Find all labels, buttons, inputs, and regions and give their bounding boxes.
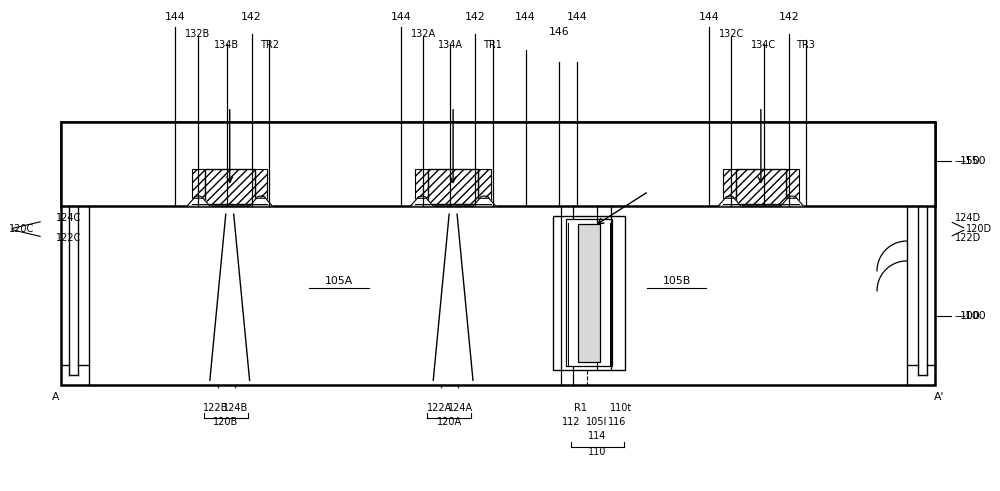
Text: 116: 116: [608, 417, 626, 427]
Text: 124D: 124D: [954, 213, 981, 223]
Bar: [723, 169, 736, 204]
Text: —150: —150: [954, 157, 986, 166]
Bar: [578, 224, 600, 362]
Text: 144: 144: [699, 12, 720, 22]
Bar: [566, 219, 612, 366]
Text: 142: 142: [465, 12, 485, 22]
Text: 120C: 120C: [9, 224, 35, 234]
Text: 105B: 105B: [662, 276, 691, 286]
Text: A: A: [52, 392, 60, 402]
Bar: [415, 169, 428, 204]
Text: 144: 144: [515, 12, 536, 22]
Text: 124B: 124B: [223, 403, 248, 413]
Text: 144: 144: [391, 12, 412, 22]
Text: 120D: 120D: [966, 224, 993, 234]
Bar: [61, 122, 935, 385]
Text: R1: R1: [574, 403, 587, 413]
Bar: [255, 169, 267, 204]
Text: 105I: 105I: [586, 417, 608, 427]
Polygon shape: [410, 198, 433, 206]
Polygon shape: [473, 198, 496, 206]
Text: 146: 146: [549, 27, 570, 37]
Text: A': A': [934, 392, 945, 402]
Bar: [553, 216, 625, 370]
Polygon shape: [781, 198, 804, 206]
Text: 122B: 122B: [203, 403, 229, 413]
Text: 144: 144: [165, 12, 185, 22]
Bar: [428, 169, 478, 204]
Bar: [61, 122, 935, 206]
Text: 122D: 122D: [954, 233, 981, 243]
Text: 110: 110: [588, 447, 606, 457]
Text: TR2: TR2: [260, 40, 279, 50]
Text: 144: 144: [567, 12, 588, 22]
Polygon shape: [249, 198, 273, 206]
Text: 110t: 110t: [610, 403, 632, 413]
Text: 132B: 132B: [185, 29, 211, 39]
Text: 132C: 132C: [718, 29, 744, 39]
Text: 100: 100: [959, 311, 980, 321]
Text: 105A: 105A: [325, 276, 353, 286]
Polygon shape: [187, 198, 210, 206]
Text: —100: —100: [954, 311, 986, 321]
Text: 122A: 122A: [427, 403, 452, 413]
Text: 120A: 120A: [437, 417, 462, 427]
Text: 114: 114: [588, 431, 606, 441]
Text: 122C: 122C: [56, 233, 81, 243]
Text: TR1: TR1: [483, 40, 502, 50]
Bar: [736, 169, 786, 204]
Bar: [192, 169, 205, 204]
Text: 134C: 134C: [751, 40, 776, 50]
Bar: [478, 169, 491, 204]
Text: 132A: 132A: [411, 29, 436, 39]
Polygon shape: [718, 198, 741, 206]
Text: 134B: 134B: [214, 40, 239, 50]
Bar: [786, 169, 799, 204]
Text: 112: 112: [562, 417, 581, 427]
Text: 124A: 124A: [447, 403, 473, 413]
Text: TR3: TR3: [796, 40, 815, 50]
Text: 120B: 120B: [213, 417, 238, 427]
Text: 142: 142: [241, 12, 262, 22]
Bar: [205, 169, 255, 204]
Text: 134A: 134A: [438, 40, 463, 50]
Text: 142: 142: [778, 12, 799, 22]
Text: 150: 150: [959, 157, 980, 166]
Text: 124C: 124C: [56, 213, 81, 223]
